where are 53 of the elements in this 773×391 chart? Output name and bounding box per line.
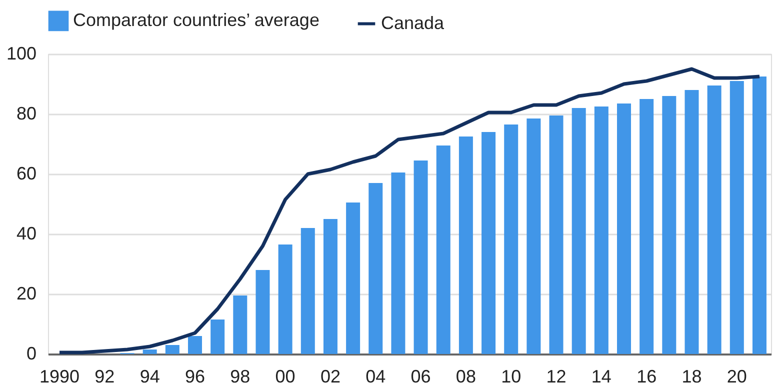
bar	[368, 183, 383, 354]
bar	[617, 104, 632, 354]
bar	[436, 146, 450, 354]
y-tick-label: 60	[16, 164, 36, 184]
bar	[210, 320, 225, 354]
y-tick-label: 20	[16, 284, 36, 304]
x-tick-label: 18	[682, 366, 702, 386]
bar	[414, 160, 428, 354]
bar	[572, 108, 586, 354]
bar	[142, 350, 157, 354]
x-tick-label: 94	[140, 366, 160, 386]
x-tick-label: 06	[410, 366, 431, 386]
line-series	[58, 67, 762, 354]
bar	[256, 270, 270, 354]
bar	[458, 136, 473, 354]
x-tick-label: 08	[456, 366, 476, 386]
x-tick-label: 1990	[39, 366, 80, 386]
bar	[278, 244, 292, 354]
legend-label: Canada	[381, 12, 446, 33]
bar	[526, 118, 541, 354]
x-tick-label: 12	[546, 366, 566, 386]
x-tick-label: 96	[184, 366, 206, 386]
bar	[346, 202, 360, 354]
bar	[594, 106, 608, 354]
bar	[188, 336, 202, 354]
x-tick-label: 92	[94, 366, 115, 386]
x-tick-label: 04	[366, 366, 386, 386]
bar	[323, 219, 338, 354]
bar	[662, 96, 676, 354]
x-tick-label: 00	[275, 366, 296, 386]
bar	[707, 86, 722, 354]
y-tick-label: 0	[26, 344, 36, 364]
x-tick-label: 16	[636, 366, 657, 386]
x-tick-label: 14	[591, 366, 612, 386]
bar	[549, 116, 564, 354]
bar	[391, 172, 406, 354]
bar	[684, 90, 699, 354]
bar	[233, 296, 248, 354]
y-tick-label: 100	[6, 44, 36, 64]
bar	[730, 81, 744, 354]
bar	[752, 76, 766, 354]
bar	[504, 124, 518, 354]
bar	[165, 345, 180, 354]
x-tick-label: 02	[320, 366, 340, 386]
bar	[300, 228, 315, 354]
bar	[640, 99, 654, 354]
bar	[482, 132, 496, 354]
y-tick-label: 40	[16, 224, 36, 244]
x-tick-label: 20	[726, 366, 747, 386]
y-tick-label: 80	[16, 104, 36, 124]
x-tick-label: 98	[230, 366, 250, 386]
x-tick-label: 10	[501, 366, 522, 386]
legend-label: Comparator countries’ average	[73, 10, 320, 30]
